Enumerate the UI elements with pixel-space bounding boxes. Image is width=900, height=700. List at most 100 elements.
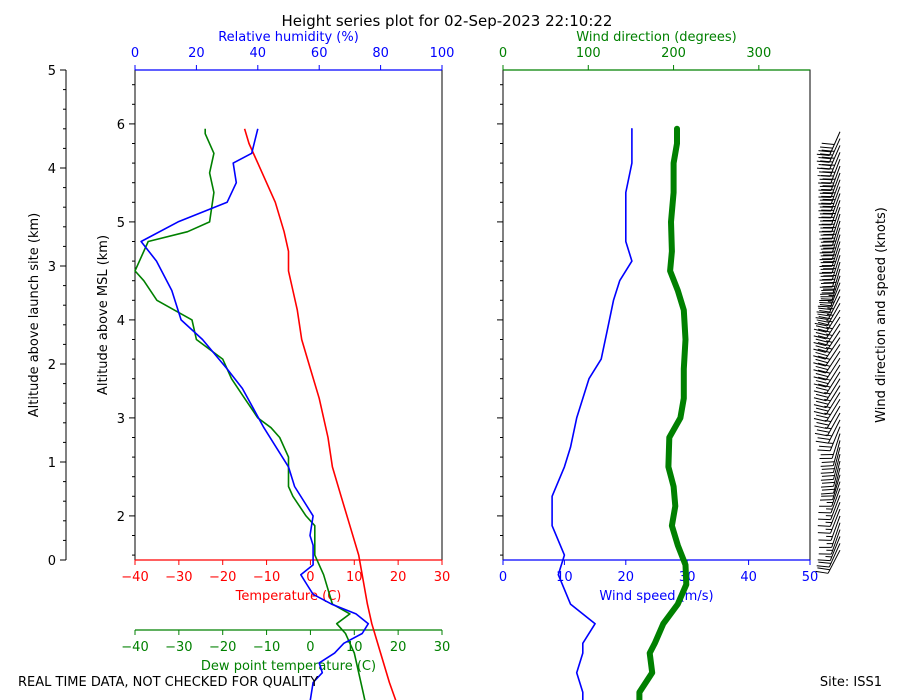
wind-barb-full-flag <box>820 153 833 156</box>
wind-barb <box>813 378 841 402</box>
wind-barb-staff <box>829 426 841 451</box>
temperature-tick-label: 20 <box>390 570 407 585</box>
wind-barb <box>817 501 841 527</box>
wind-barb-full-flag <box>818 307 831 311</box>
wind-barb <box>818 159 841 184</box>
wind-barb-full-flag <box>820 471 834 474</box>
wind-barb-staff <box>830 179 841 205</box>
wind-barb-staff <box>831 227 841 253</box>
humidity-axis-label: Relative humidity (%) <box>218 30 359 45</box>
wind-speed-axis-label: Wind speed (m/s) <box>599 589 713 604</box>
wind-barb-full-flag <box>821 481 835 484</box>
wind-barb-full-flag <box>818 383 831 388</box>
msl-altitude-tick-label: 3 <box>117 412 125 427</box>
wind-barb-staff <box>830 515 841 541</box>
wind-speed-line <box>551 128 633 700</box>
wind-barb-staff <box>827 549 841 574</box>
wind-direction-axis-label: Wind direction (degrees) <box>576 30 736 45</box>
quality-note: REAL TIME DATA, NOT CHECKED FOR QUALITY <box>18 675 318 690</box>
wind-barb-staff <box>828 289 841 314</box>
wind-barb-staff <box>833 454 841 480</box>
wind-barb-full-flag <box>815 338 829 343</box>
wind-barb-half-flag <box>824 427 832 430</box>
wind-barb <box>820 467 841 495</box>
wind-barb-full-flag <box>815 331 829 337</box>
wind-barb <box>813 337 841 360</box>
humidity-tick-label: 0 <box>131 46 139 61</box>
thermo-panel: 0 1 2 3 4 5 Altitude above launch site (km) 2 3 4… <box>27 30 454 700</box>
wind-barb <box>816 543 841 568</box>
wind-barb-staff <box>825 309 841 333</box>
wind-barb-half-flag <box>824 419 831 423</box>
wind-barb-full-flag <box>815 317 829 321</box>
wind-barb-full-flag <box>813 328 827 333</box>
wind-barb-full-flag <box>817 313 831 317</box>
wind-barb-full-flag <box>817 559 831 562</box>
wind-barb-full-flag <box>815 400 829 405</box>
wind-barb-full-flag <box>813 369 826 374</box>
wind-barb-staff <box>830 495 841 520</box>
wind-barb-staff <box>833 460 841 487</box>
wind-barb-half-flag <box>826 340 833 343</box>
temperature-axis-label: Temperature (C) <box>235 589 342 604</box>
wind-barb <box>816 131 841 156</box>
wind-barb-staff <box>830 508 841 534</box>
wind-barb-full-flag <box>820 298 834 300</box>
wind-barb <box>818 515 841 541</box>
wind-barb-half-flag <box>826 326 833 330</box>
dewpoint-tick-label: −40 <box>121 640 148 655</box>
msl-altitude-tick-label: 2 <box>117 510 125 525</box>
wind-barb-staff <box>827 296 841 320</box>
wind-barb-staff <box>826 412 841 436</box>
dewpoint-tick-label: 30 <box>434 640 451 655</box>
wind-barb-full-flag <box>817 369 831 374</box>
wind-barb-full-flag <box>813 383 827 388</box>
wind-barb-staff <box>825 392 841 415</box>
wind-barb-full-flag <box>818 156 832 160</box>
humidity-tick-label: 100 <box>430 46 455 61</box>
wind-barb-staff <box>833 467 841 494</box>
wind-barb-full-flag <box>813 397 827 402</box>
wind-barb-staff <box>832 474 841 500</box>
wind-barb-staff <box>825 350 841 374</box>
launch-altitude-tick-label: 1 <box>48 456 56 471</box>
wind-barb <box>815 419 841 444</box>
wind-barb-staff <box>832 268 841 295</box>
wind-barb-staff <box>830 488 841 514</box>
wind-speed-tick-label: 50 <box>802 570 819 585</box>
humidity-line <box>140 128 370 700</box>
wind-barb <box>820 474 841 501</box>
wind-barb-full-flag <box>813 390 827 395</box>
wind-barb-staff <box>830 193 841 219</box>
wind-barb-staff <box>831 481 841 507</box>
wind-barb-full-flag <box>813 335 827 340</box>
wind-barb-full-flag <box>818 163 832 167</box>
wind-barb-staff <box>831 241 841 267</box>
wind-barb-full-flag <box>817 305 831 308</box>
wind-barb-staff <box>825 385 841 408</box>
wind-barb-staff <box>831 522 841 548</box>
humidity-tick-label: 60 <box>311 46 328 61</box>
wind-barb-full-flag <box>813 411 827 415</box>
wind-barb <box>813 316 841 340</box>
wind-barb-full-flag <box>816 167 830 170</box>
site-label: Site: ISS1 <box>820 675 882 690</box>
wind-barb <box>819 481 841 507</box>
wind-barb-full-flag <box>815 380 829 385</box>
wind-barb-full-flag <box>818 182 831 184</box>
wind-barb-staff <box>826 405 841 429</box>
wind-barb-staff <box>831 255 841 281</box>
wind-barb-full-flag <box>815 414 829 419</box>
temperature-tick-label: −40 <box>121 570 148 585</box>
msl-altitude-tick-label: 6 <box>117 118 125 133</box>
wind-barb-full-flag <box>817 348 831 353</box>
wind-barb-staff <box>829 501 841 527</box>
wind-barb <box>816 138 841 163</box>
wind-barb-full-flag <box>821 461 835 463</box>
wind-barb <box>817 536 841 562</box>
wind-barb-staff <box>829 145 841 170</box>
wind-barb-staff <box>825 364 841 388</box>
wind-barb-full-flag <box>818 321 831 326</box>
wind-barb-staff <box>827 419 841 444</box>
